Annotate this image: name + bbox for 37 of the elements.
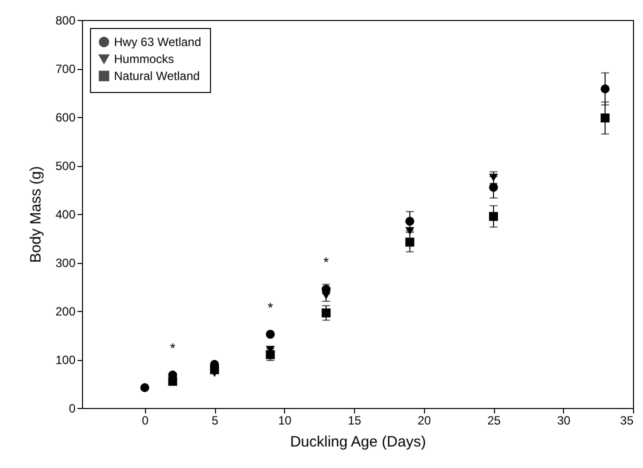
- y-tick-label: 600: [55, 110, 76, 124]
- point: [405, 216, 414, 226]
- x-tick-label: 0: [142, 414, 149, 428]
- point: [600, 84, 610, 94]
- x-tick-label: 5: [212, 414, 219, 428]
- y-tick-label: 700: [55, 62, 76, 76]
- y-tick-label: 300: [55, 256, 76, 270]
- x-tick-label: 30: [557, 414, 571, 428]
- point: [405, 227, 414, 235]
- point: [600, 114, 610, 122]
- point: [266, 350, 275, 360]
- x-tick-label: 25: [487, 414, 501, 428]
- point: [489, 182, 498, 192]
- point: [405, 238, 414, 247]
- legend-label: Hummocks: [114, 52, 174, 66]
- legend-label: Hwy 63 Wetland: [114, 35, 202, 49]
- x-axis-title: Duckling Age (Days): [290, 434, 426, 450]
- y-tick-label: 400: [55, 208, 76, 222]
- y-tick-label: 500: [55, 159, 76, 173]
- x-tick-label: 20: [418, 414, 432, 428]
- y-axis-title: Body Mass (g): [27, 166, 44, 263]
- annotation: *: [268, 299, 274, 316]
- x-tick-label: 15: [348, 414, 362, 428]
- y-tick-label: 100: [55, 353, 76, 367]
- y-tick-label: 200: [55, 304, 76, 318]
- point: [489, 212, 498, 221]
- point: [140, 383, 150, 392]
- point: [489, 174, 498, 182]
- y-tick-label: 800: [55, 14, 76, 28]
- annotation: *: [170, 340, 176, 356]
- point: [266, 330, 275, 339]
- legend-label: Natural Wetland: [114, 69, 200, 83]
- point: [322, 308, 331, 318]
- y-tick-label: 0: [68, 402, 76, 416]
- annotation: *: [323, 254, 330, 270]
- x-tick-label: 35: [620, 414, 634, 428]
- x-tick-label: 10: [278, 414, 292, 428]
